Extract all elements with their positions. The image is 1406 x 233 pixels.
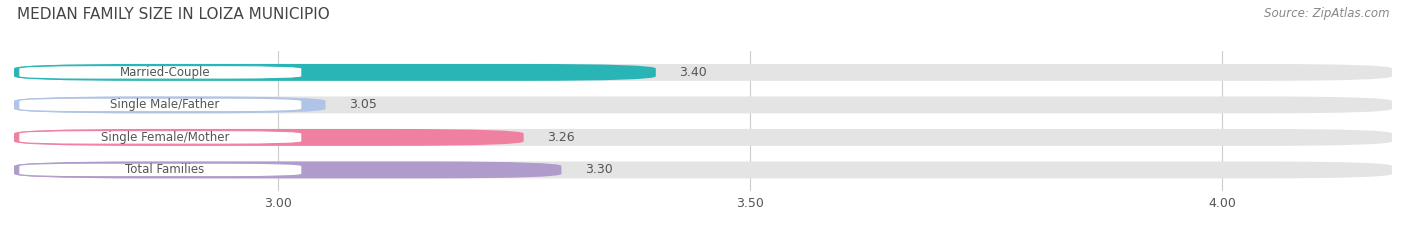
FancyBboxPatch shape (14, 161, 1392, 178)
FancyBboxPatch shape (14, 129, 1392, 146)
FancyBboxPatch shape (14, 96, 1392, 113)
FancyBboxPatch shape (18, 131, 302, 144)
FancyBboxPatch shape (14, 64, 1392, 81)
Text: Total Families: Total Families (125, 163, 205, 176)
Text: Single Female/Mother: Single Female/Mother (101, 131, 229, 144)
Text: MEDIAN FAMILY SIZE IN LOIZA MUNICIPIO: MEDIAN FAMILY SIZE IN LOIZA MUNICIPIO (17, 7, 329, 22)
Text: Source: ZipAtlas.com: Source: ZipAtlas.com (1264, 7, 1389, 20)
FancyBboxPatch shape (18, 66, 302, 79)
Text: 3.05: 3.05 (349, 98, 377, 111)
FancyBboxPatch shape (14, 64, 655, 81)
FancyBboxPatch shape (14, 129, 523, 146)
Text: Married-Couple: Married-Couple (120, 66, 211, 79)
Text: 3.40: 3.40 (679, 66, 707, 79)
Text: 3.30: 3.30 (585, 163, 613, 176)
FancyBboxPatch shape (14, 96, 326, 113)
FancyBboxPatch shape (18, 98, 302, 112)
Text: 3.26: 3.26 (547, 131, 575, 144)
FancyBboxPatch shape (18, 163, 302, 177)
FancyBboxPatch shape (14, 161, 561, 178)
Text: Single Male/Father: Single Male/Father (111, 98, 219, 111)
